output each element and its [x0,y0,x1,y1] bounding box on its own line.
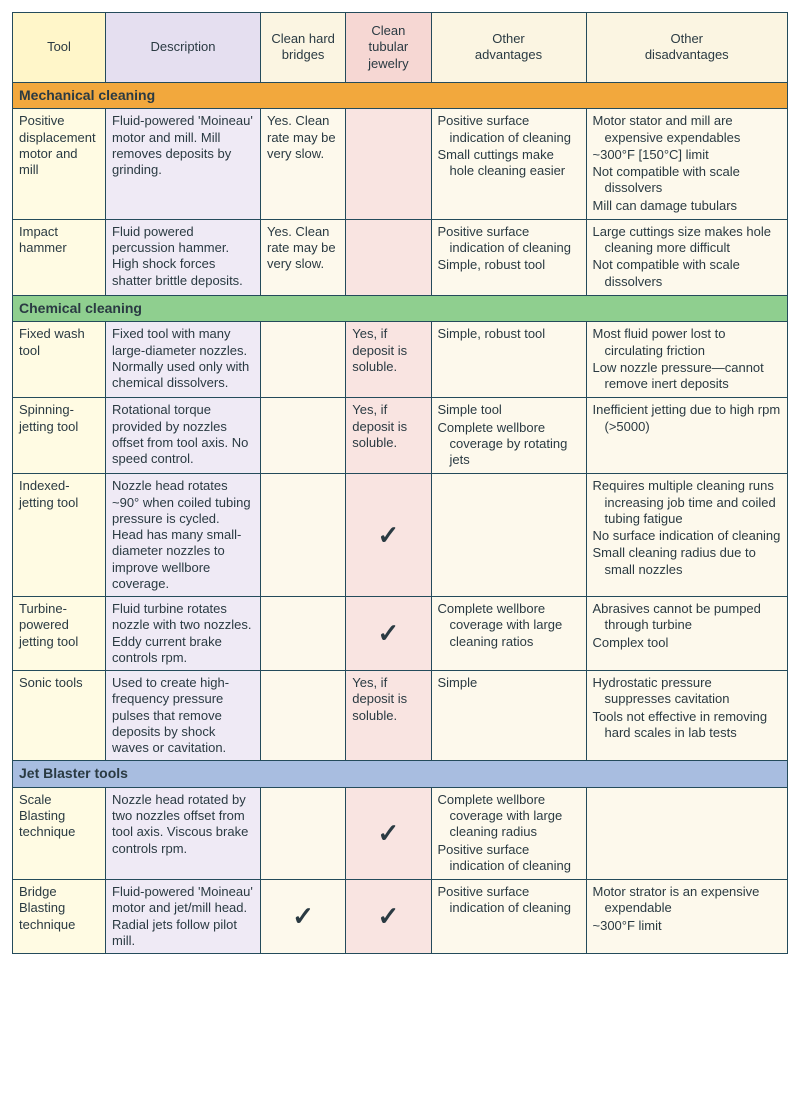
table-row: Bridge Blasting techniqueFluid-powered '… [13,880,788,954]
tools-comparison-table: ToolDescriptionClean hard bridgesClean t… [12,12,788,954]
cell: Rotational torque provided by nozzles of… [106,398,261,474]
cell: Turbine-powered jetting tool [13,597,106,671]
cell: Nozzle head rotates ~90° when coiled tub… [106,474,261,597]
cell: Indexed-jetting tool [13,474,106,597]
cell: Yes. Clean rate may be very slow. [261,219,346,295]
cell: Large cuttings size makes hole cleaning … [586,219,788,295]
cell: Yes. Clean rate may be very slow. [261,109,346,220]
table-row: Positive displacement motor and millFlui… [13,109,788,220]
cell: Fluid-powered 'Moineau' motor and jet/mi… [106,880,261,954]
checkmark-icon: ✓ [261,880,346,954]
cell [261,398,346,474]
cell: Simple [431,671,586,761]
cell: Most fluid power lost to circulating fri… [586,322,788,398]
cell: Motor stator and mill are expensive expe… [586,109,788,220]
cell: Fluid turbine rotates nozzle with two no… [106,597,261,671]
cell: Positive surface indication of cleaningS… [431,109,586,220]
table-row: Sonic toolsUsed to create high-frequency… [13,671,788,761]
cell [261,322,346,398]
cell: Requires multiple cleaning runs increasi… [586,474,788,597]
cell: Positive displacement motor and mill [13,109,106,220]
cell: Fluid-powered 'Moineau' motor and mill. … [106,109,261,220]
cell [261,597,346,671]
col-header: Clean tubular jewelry [346,13,431,83]
table-row: Scale Blasting techniqueNozzle head rota… [13,787,788,879]
cell: Scale Blasting technique [13,787,106,879]
cell: Sonic tools [13,671,106,761]
table-row: Spinning-jetting toolRotational torque p… [13,398,788,474]
cell: Fluid powered percussion hammer. High sh… [106,219,261,295]
cell: Simple, robust tool [431,322,586,398]
table-row: Indexed-jetting toolNozzle head rotates … [13,474,788,597]
cell [261,787,346,879]
cell: Yes, if deposit is soluble. [346,398,431,474]
cell [431,474,586,597]
cell: Inefficient jetting due to high rpm (>50… [586,398,788,474]
table-row: Fixed wash toolFixed tool with many larg… [13,322,788,398]
section-header: Jet Blaster tools [13,761,788,788]
cell: Used to create high-frequency pressure p… [106,671,261,761]
section-header: Mechanical cleaning [13,82,788,109]
cell [346,219,431,295]
checkmark-icon: ✓ [346,597,431,671]
cell: Complete wellbore coverage with large cl… [431,787,586,879]
col-header: Description [106,13,261,83]
cell [586,787,788,879]
cell [346,109,431,220]
cell: Positive surface indication of cleaning [431,880,586,954]
table-row: Impact hammerFluid powered percussion ha… [13,219,788,295]
checkmark-icon: ✓ [346,787,431,879]
cell: Yes, if deposit is soluble. [346,671,431,761]
col-header: Clean hard bridges [261,13,346,83]
cell: Positive surface indication of cleaningS… [431,219,586,295]
table-row: Turbine-powered jetting toolFluid turbin… [13,597,788,671]
col-header: Tool [13,13,106,83]
cell: Motor strator is an expensive expendable… [586,880,788,954]
cell: Fixed wash tool [13,322,106,398]
col-header: Otherdisadvantages [586,13,788,83]
checkmark-icon: ✓ [346,474,431,597]
cell: Simple toolComplete wellbore coverage by… [431,398,586,474]
cell: Fixed tool with many large-diameter nozz… [106,322,261,398]
cell: Spinning-jetting tool [13,398,106,474]
checkmark-icon: ✓ [346,880,431,954]
cell: Abrasives cannot be pumped through turbi… [586,597,788,671]
cell: Impact hammer [13,219,106,295]
cell: Hydrostatic pressure suppresses cavitati… [586,671,788,761]
col-header: Otheradvantages [431,13,586,83]
cell: Nozzle head rotated by two nozzles offse… [106,787,261,879]
section-header: Chemical cleaning [13,295,788,322]
cell: Bridge Blasting technique [13,880,106,954]
cell [261,474,346,597]
cell: Complete wellbore coverage with large cl… [431,597,586,671]
header-row: ToolDescriptionClean hard bridgesClean t… [13,13,788,83]
cell: Yes, if deposit is soluble. [346,322,431,398]
cell [261,671,346,761]
